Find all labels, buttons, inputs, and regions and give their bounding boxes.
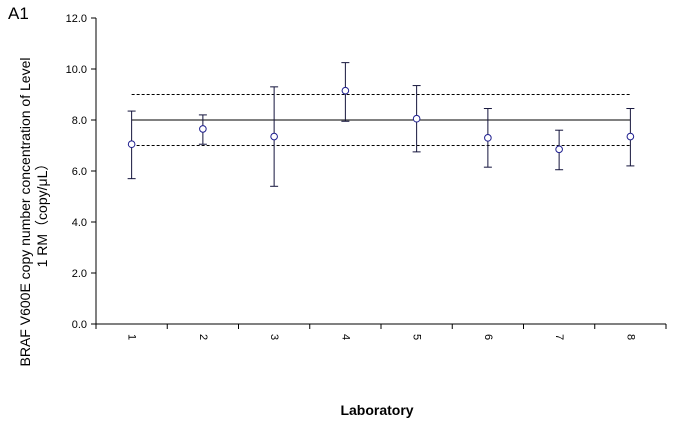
- y-tick-label: 10.0: [66, 64, 87, 76]
- axes: [95, 18, 666, 325]
- x-tick-label: 8: [624, 334, 636, 340]
- data-point: [341, 86, 350, 95]
- x-ticks: 1 2 3 4 5 6 7 8: [95, 324, 667, 340]
- data-point: [555, 145, 563, 154]
- y-tick-label: 12.0: [66, 13, 87, 25]
- x-tick-label: 4: [339, 334, 351, 340]
- x-tick-label: 6: [482, 334, 494, 340]
- y-axis-label-line2: 1 RM（copy/μL）: [34, 156, 50, 268]
- x-tick-label: 2: [197, 334, 209, 340]
- x-tick-label: 5: [411, 334, 423, 340]
- x-axis-label: Laboratory: [340, 402, 414, 418]
- data-point: [199, 125, 207, 133]
- y-tick-label: 6.0: [72, 166, 87, 178]
- y-tick-label: 2.0: [72, 268, 87, 280]
- reference-lines: [131, 94, 631, 146]
- data-point: [127, 140, 136, 149]
- y-tick-label: 4.0: [72, 217, 87, 229]
- data-point: [412, 114, 421, 123]
- y-axis-label: BRAF V600E copy number concentration of …: [17, 22, 51, 402]
- data-point: [270, 132, 278, 141]
- y-tick-label: 0.0: [72, 319, 87, 331]
- data-points: [127, 86, 635, 154]
- data-point: [484, 134, 492, 142]
- y-axis-label-line1: BRAF V600E copy number concentration of …: [17, 57, 33, 367]
- y-tick-label: 8.0: [72, 115, 87, 127]
- x-tick-label: 7: [553, 334, 565, 340]
- panel-label: A1: [8, 4, 29, 23]
- error-bars: [127, 62, 635, 187]
- x-tick-label: 1: [126, 334, 138, 340]
- x-tick-label: 3: [268, 334, 280, 340]
- data-point: [626, 132, 635, 141]
- y-ticks: 0.0 2.0 4.0 6.0 8.0 10.0 12.0: [66, 13, 96, 331]
